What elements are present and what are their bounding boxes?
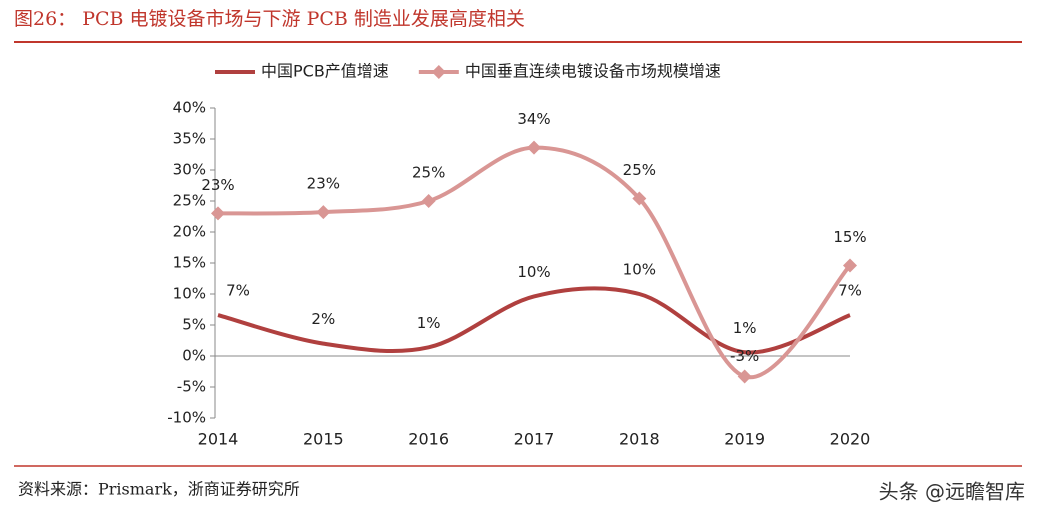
data-label: 10% (517, 263, 550, 281)
data-label: 34% (517, 110, 550, 128)
legend-label: 中国垂直连续电镀设备市场规模增速 (465, 62, 721, 81)
data-label: 25% (412, 164, 445, 182)
data-label: 1% (733, 319, 757, 337)
x-tick-label: 2020 (830, 430, 871, 449)
x-tick-label: 2019 (724, 430, 765, 449)
point (843, 258, 857, 273)
y-tick-label: 25% (173, 192, 206, 210)
y-tick-label: -5% (177, 378, 206, 396)
y-tick-label: 0% (182, 347, 206, 365)
data-label: 7% (226, 282, 250, 300)
point (527, 140, 541, 155)
legend-marker (431, 65, 446, 79)
watermark: 头条 @远瞻智库 (879, 480, 1025, 504)
data-label: -3% (730, 347, 759, 365)
data-label: 25% (623, 161, 656, 179)
source: 资料来源：Prismark，浙商证券研究所 (18, 480, 300, 499)
point (421, 194, 436, 208)
y-tick-label: 5% (182, 316, 206, 334)
y-tick-label: 35% (173, 130, 206, 148)
point (632, 191, 647, 206)
data-label: 2% (311, 310, 335, 328)
x-tick-label: 2016 (408, 430, 449, 449)
y-tick-label: 30% (173, 161, 206, 179)
legend-label: 中国PCB产值增速 (261, 62, 389, 81)
y-tick-label: 40% (173, 99, 206, 117)
x-tick-label: 2015 (303, 430, 344, 449)
y-tick-label: 10% (173, 285, 206, 303)
data-label: 15% (833, 228, 866, 246)
series-line (217, 286, 851, 355)
chart-title: 图26： PCB 电镀设备市场与下游 PCB 制造业发展高度相关 (14, 8, 525, 30)
x-tick-label: 2018 (619, 430, 660, 449)
y-tick-label: 15% (173, 254, 206, 272)
data-label: 1% (417, 314, 441, 332)
data-label: 23% (201, 176, 234, 194)
y-tick-label: -10% (167, 409, 206, 427)
data-label: 10% (623, 261, 656, 279)
point (211, 206, 225, 221)
point (316, 205, 331, 220)
data-label: 23% (307, 175, 340, 193)
y-tick-label: 20% (173, 223, 206, 241)
x-tick-label: 2017 (514, 430, 555, 449)
data-label: 7% (838, 282, 862, 300)
point (737, 369, 752, 384)
x-tick-label: 2014 (198, 430, 239, 449)
